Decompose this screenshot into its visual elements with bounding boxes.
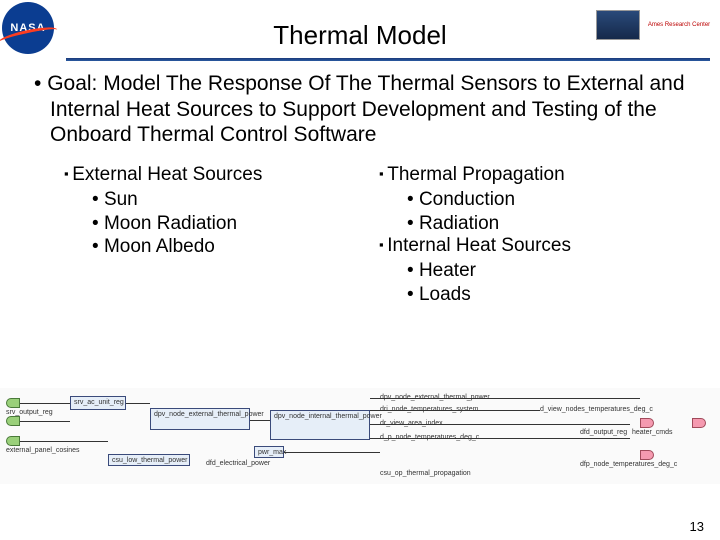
- diagram-block: dpv_node_external_thermal_power: [150, 408, 250, 430]
- bullet-columns: External Heat Sources Sun Moon Radiation…: [28, 164, 692, 307]
- diagram-wire: [126, 403, 150, 404]
- diagram-signal-label: csu_op_thermal_propagation: [380, 470, 471, 477]
- diagram-wire: [370, 410, 540, 411]
- diagram-input-port: [6, 416, 20, 426]
- diagram-block: pwr_max: [254, 446, 284, 458]
- diagram-wire: [370, 438, 630, 439]
- diagram-port-label: dfd_output_reg: [580, 429, 627, 436]
- diagram-wire: [20, 441, 108, 442]
- section-heading: Internal Heat Sources: [377, 235, 692, 257]
- diagram-output-port: [640, 418, 654, 428]
- diagram-block: srv_ac_unit_reg: [70, 396, 126, 410]
- diagram-input-port: [6, 398, 20, 408]
- left-column: External Heat Sources Sun Moon Radiation…: [62, 164, 377, 307]
- diagram-output-port: [692, 418, 706, 428]
- nasa-logo: NASA: [2, 2, 64, 54]
- bullet-item: Loads: [377, 283, 692, 307]
- goal-text: Goal: Model The Response Of The Thermal …: [28, 71, 692, 148]
- bullet-item: Conduction: [377, 188, 692, 212]
- diagram-port-label: heater_cmds: [632, 429, 672, 436]
- satellite-icon: [596, 10, 640, 40]
- simulink-diagram: srv_ac_unit_reg dpv_node_external_thermal…: [0, 388, 720, 484]
- diagram-wire: [250, 420, 270, 421]
- partner-logos: Ames Research Center: [584, 4, 714, 46]
- section-heading: External Heat Sources: [62, 164, 377, 186]
- bullet-item: Sun: [62, 188, 377, 212]
- slide-header: NASA Thermal Model Ames Research Center: [0, 0, 720, 56]
- bullet-item: Heater: [377, 259, 692, 283]
- ames-logo: Ames Research Center: [644, 10, 714, 40]
- diagram-port-label: srv_output_reg: [6, 409, 53, 416]
- slide-body: Goal: Model The Response Of The Thermal …: [0, 61, 720, 307]
- bullet-item: Moon Radiation: [62, 212, 377, 236]
- diagram-wire: [370, 398, 640, 399]
- bullet-item: Moon Albedo: [62, 235, 377, 259]
- diagram-wire: [20, 403, 70, 404]
- diagram-block: dpv_node_internal_thermal_power: [270, 410, 370, 440]
- diagram-input-port: [6, 436, 20, 446]
- right-column: Thermal Propagation Conduction Radiation…: [377, 164, 692, 307]
- diagram-signal-label: dfd_electrical_power: [206, 460, 270, 467]
- page-number: 13: [690, 519, 704, 534]
- diagram-output-port: [640, 450, 654, 460]
- bullet-item: Radiation: [377, 212, 692, 236]
- diagram-block: csu_low_thermal_power: [108, 454, 190, 466]
- section-heading: Thermal Propagation: [377, 164, 692, 186]
- diagram-port-label: external_panel_cosines: [6, 447, 80, 454]
- diagram-port-label: dfp_node_temperatures_deg_c: [580, 461, 677, 468]
- diagram-wire: [20, 421, 70, 422]
- diagram-signal-label: d_view_nodes_temperatures_deg_c: [540, 406, 653, 413]
- diagram-wire: [370, 424, 630, 425]
- diagram-wire: [284, 452, 380, 453]
